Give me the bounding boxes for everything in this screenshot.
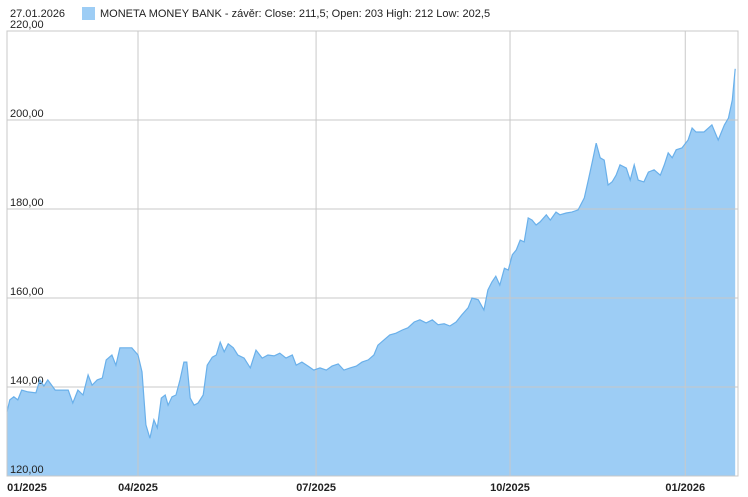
y-tick-label: 180,00 (10, 197, 44, 209)
x-tick-label: 10/2025 (490, 482, 530, 494)
y-tick-label: 200,00 (10, 108, 44, 120)
x-tick-label: 07/2025 (296, 482, 336, 494)
x-tick-label: 04/2025 (118, 482, 158, 494)
plot-frame (6, 30, 739, 477)
y-tick-label: 220,00 (10, 19, 44, 31)
date-label: 27.01.2026 (10, 8, 65, 20)
line (6, 68, 736, 439)
area (7, 68, 736, 477)
x-tick-label: 01/2026 (665, 482, 705, 494)
y-tick-label: 160,00 (10, 286, 44, 298)
legend-label: MONETA MONEY BANK - závěr: Close: 211,5;… (100, 8, 490, 20)
y-tick-label: 120,00 (10, 464, 44, 476)
y-tick-label: 140,00 (10, 375, 44, 387)
x-tick-label: 01/2025 (7, 482, 47, 494)
legend-swatch (82, 7, 95, 20)
